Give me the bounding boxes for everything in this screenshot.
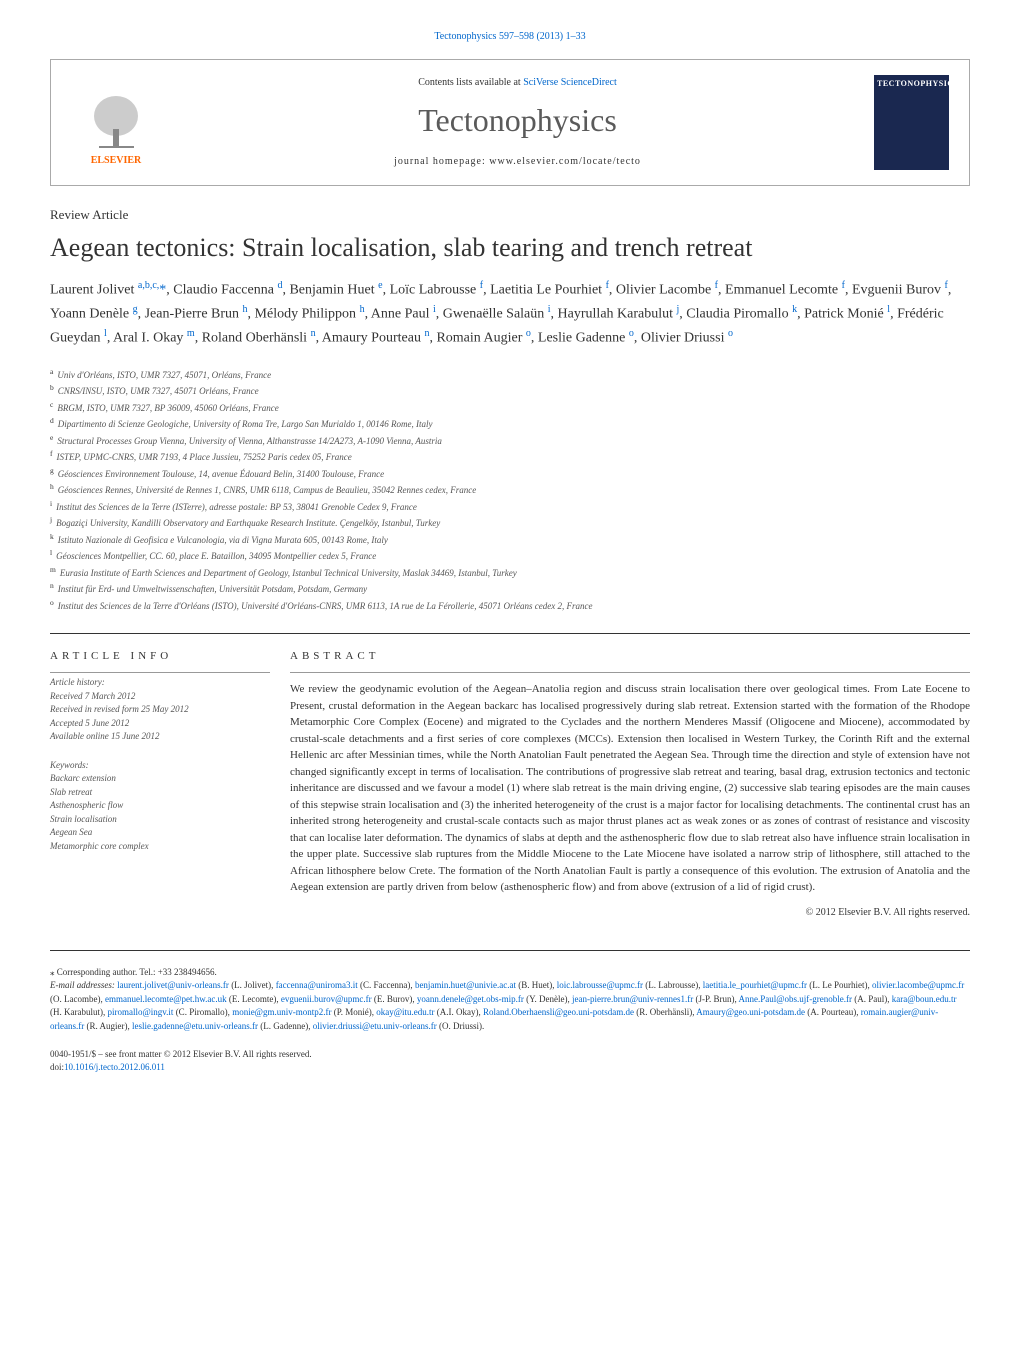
email-link[interactable]: loic.labrousse@upmc.fr [557,980,643,990]
affiliation-item: jBogaziçi University, Kandilli Observato… [50,514,970,531]
journal-header: ELSEVIER Contents lists available at Sci… [50,59,970,186]
email-link[interactable]: kara@boun.edu.tr [892,994,957,1004]
doi-line: doi:10.1016/j.tecto.2012.06.011 [50,1061,970,1074]
affiliation-item: oInstitut des Sciences de la Terre d'Orl… [50,597,970,614]
authors-list: Laurent Jolivet a,b,c,*, Claudio Faccenn… [50,278,970,350]
keywords-label: Keywords: [50,759,270,773]
footnotes: ⁎ Corresponding author. Tel.: +33 238494… [50,966,970,1034]
email-link[interactable]: benjamin.huet@univie.ac.at [415,980,516,990]
footer-divider [50,950,970,951]
email-link[interactable]: monie@gm.univ-montp2.fr [232,1007,331,1017]
article-title: Aegean tectonics: Strain localisation, s… [50,232,970,263]
affiliation-item: hGéosciences Rennes, Université de Renne… [50,481,970,498]
keyword-item: Strain localisation [50,813,270,827]
affiliation-item: gGéosciences Environnement Toulouse, 14,… [50,465,970,482]
affiliation-item: fISTEP, UPMC-CNRS, UMR 7193, 4 Place Jus… [50,448,970,465]
keyword-item: Backarc extension [50,772,270,786]
email-link[interactable]: Roland.Oberhaensli@geo.uni-potsdam.de [483,1007,634,1017]
affiliation-item: bCNRS/INSU, ISTO, UMR 7327, 45071 Orléan… [50,382,970,399]
journal-homepage: journal homepage: www.elsevier.com/locat… [161,155,874,169]
journal-title: Tectonophysics [161,98,874,143]
keyword-item: Aegean Sea [50,826,270,840]
journal-cover-thumbnail: TECTONOPHYSICS [874,75,949,170]
sciencedirect-link[interactable]: SciVerse ScienceDirect [523,77,617,88]
keyword-item: Slab retreat [50,786,270,800]
email-link[interactable]: leslie.gadenne@etu.univ-orleans.fr [132,1021,258,1031]
history-label: Article history: [50,676,270,690]
email-addresses: E-mail addresses: laurent.jolivet@univ-o… [50,979,970,1033]
history-line: Received 7 March 2012 [50,690,270,704]
info-abstract-section: ARTICLE INFO Article history: Received 7… [50,633,970,920]
article-info-heading: ARTICLE INFO [50,649,270,673]
email-link[interactable]: laetitia.le_pourhiet@upmc.fr [703,980,807,990]
abstract-text: We review the geodynamic evolution of th… [290,681,970,896]
article-history: Article history: Received 7 March 2012Re… [50,676,270,744]
email-link[interactable]: olivier.driussi@etu.univ-orleans.fr [313,1021,437,1031]
email-link[interactable]: Anne.Paul@obs.ujf-grenoble.fr [739,994,853,1004]
email-link[interactable]: olivier.lacombe@upmc.fr [872,980,964,990]
keyword-item: Asthenospheric flow [50,799,270,813]
email-link[interactable]: laurent.jolivet@univ-orleans.fr [117,980,229,990]
history-line: Available online 15 June 2012 [50,730,270,744]
header-center: Contents lists available at SciVerse Sci… [161,76,874,169]
history-line: Accepted 5 June 2012 [50,717,270,731]
article-type: Review Article [50,206,970,224]
journal-reference: Tectonophysics 597–598 (2013) 1–33 [50,30,970,44]
keyword-item: Metamorphic core complex [50,840,270,854]
elsevier-tree-icon [89,94,144,154]
abstract-column: ABSTRACT We review the geodynamic evolut… [290,649,970,920]
publisher-name: ELSEVIER [91,154,142,168]
affiliation-item: iInstitut des Sciences de la Terre (ISTe… [50,498,970,515]
footer-info: 0040-1951/$ – see front matter © 2012 El… [50,1048,970,1073]
affiliation-item: mEurasia Institute of Earth Sciences and… [50,564,970,581]
email-link[interactable]: evguenii.burov@upmc.fr [281,994,372,1004]
contents-line: Contents lists available at SciVerse Sci… [161,76,874,90]
affiliation-item: nInstitut für Erd- und Umweltwissenschaf… [50,580,970,597]
copyright-line: © 2012 Elsevier B.V. All rights reserved… [290,906,970,920]
abstract-heading: ABSTRACT [290,649,970,673]
email-link[interactable]: okay@itu.edu.tr [376,1007,434,1017]
affiliation-item: kIstituto Nazionale di Geofisica e Vulca… [50,531,970,548]
affiliation-item: dDipartimento di Scienze Geologiche, Uni… [50,415,970,432]
affiliation-item: lGéosciences Montpellier, CC. 60, place … [50,547,970,564]
article-info-column: ARTICLE INFO Article history: Received 7… [50,649,290,920]
cover-title: TECTONOPHYSICS [877,78,946,89]
affiliation-item: eStructural Processes Group Vienna, Univ… [50,432,970,449]
email-link[interactable]: faccenna@uniroma3.it [276,980,358,990]
affiliation-item: aUniv d'Orléans, ISTO, UMR 7327, 45071, … [50,366,970,383]
email-link[interactable]: emmanuel.lecomte@pet.hw.ac.uk [105,994,227,1004]
keywords-block: Keywords: Backarc extensionSlab retreatA… [50,759,270,854]
issn-line: 0040-1951/$ – see front matter © 2012 El… [50,1048,970,1061]
email-link[interactable]: yoann.denele@get.obs-mip.fr [417,994,524,1004]
elsevier-logo: ELSEVIER [71,78,161,168]
affiliation-item: cBRGM, ISTO, UMR 7327, BP 36009, 45060 O… [50,399,970,416]
history-line: Received in revised form 25 May 2012 [50,703,270,717]
corresponding-author: ⁎ Corresponding author. Tel.: +33 238494… [50,966,970,980]
email-link[interactable]: piromallo@ingv.it [107,1007,173,1017]
email-link[interactable]: Amaury@geo.uni-potsdam.de [696,1007,805,1017]
doi-link[interactable]: 10.1016/j.tecto.2012.06.011 [64,1062,165,1072]
email-link[interactable]: jean-pierre.brun@univ-rennes1.fr [572,994,693,1004]
affiliations-list: aUniv d'Orléans, ISTO, UMR 7327, 45071, … [50,366,970,614]
